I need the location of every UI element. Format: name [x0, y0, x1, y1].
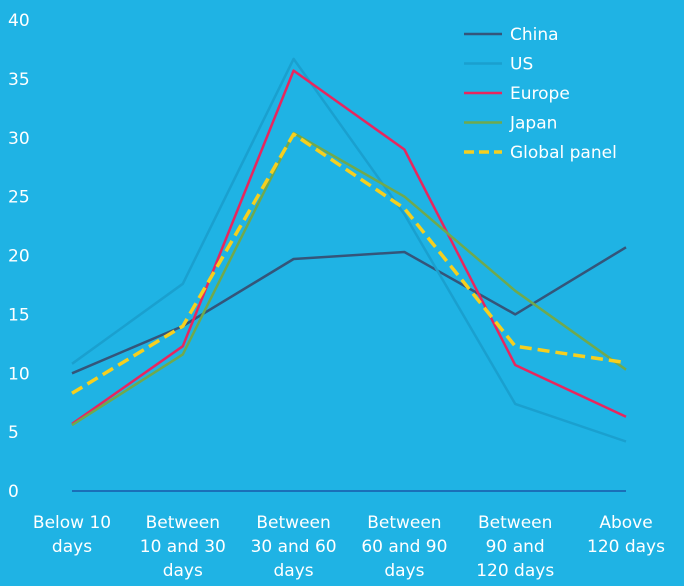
- legend-label-europe: Europe: [510, 84, 570, 104]
- x-tick-label-line: 60 and 90: [361, 537, 447, 557]
- y-axis: 0 5 10 15 20 25 30 35 40: [8, 11, 30, 502]
- legend-label-japan: Japan: [509, 114, 557, 134]
- x-tick-label-line: 120 days: [587, 537, 665, 557]
- x-tick-label-line: Between: [146, 513, 220, 533]
- legend: China US Europe Japan Global panel: [464, 25, 617, 163]
- x-tick-label-line: days: [384, 561, 424, 581]
- x-tick-label: Above 120 days: [587, 513, 665, 557]
- x-tick-label-line: Between: [367, 513, 441, 533]
- legend-label-china: China: [510, 25, 559, 45]
- legend-label-global-panel: Global panel: [510, 143, 617, 163]
- x-axis: Below 10 days Between 10 and 30 days Between 3…: [33, 490, 665, 581]
- y-tick-label: 25: [8, 188, 30, 208]
- y-tick-label: 0: [8, 482, 19, 502]
- y-tick-label: 10: [8, 364, 30, 384]
- x-tick-label-line: Below 10: [33, 513, 111, 533]
- series-line-global-panel: [71, 132, 627, 395]
- x-tick-label-line: 90 and: [486, 537, 545, 557]
- x-tick-label: Between 60 and 90 days: [361, 513, 447, 581]
- x-tick-label-line: 30 and 60: [251, 537, 337, 557]
- y-tick-label: 35: [8, 70, 30, 90]
- x-tick-label-line: Between: [256, 513, 330, 533]
- series-layer: [71, 57, 627, 443]
- x-tick-label-line: 10 and 30: [140, 537, 226, 557]
- series-line-us: [71, 57, 627, 443]
- y-tick-label: 40: [8, 11, 30, 31]
- legend-label-us: US: [510, 55, 533, 75]
- x-tick-label: Between 90 and 120 days: [476, 513, 554, 581]
- x-tick-label-line: Above: [599, 513, 652, 533]
- x-tick-label-line: Between: [478, 513, 552, 533]
- x-tick-label-line: 120 days: [476, 561, 554, 581]
- y-tick-label: 20: [8, 247, 30, 267]
- x-tick-label: Between 10 and 30 days: [140, 513, 226, 581]
- y-tick-label: 15: [8, 305, 30, 325]
- x-tick-label-line: days: [163, 561, 203, 581]
- x-tick-label: Below 10 days: [33, 513, 111, 557]
- x-tick-label: Between 30 and 60 days: [251, 513, 337, 581]
- y-tick-label: 5: [8, 423, 19, 443]
- x-tick-label-line: days: [52, 537, 92, 557]
- series-line-japan: [71, 131, 627, 427]
- x-tick-label-line: days: [274, 561, 314, 581]
- series-line-europe: [71, 69, 627, 425]
- y-tick-label: 30: [8, 129, 30, 149]
